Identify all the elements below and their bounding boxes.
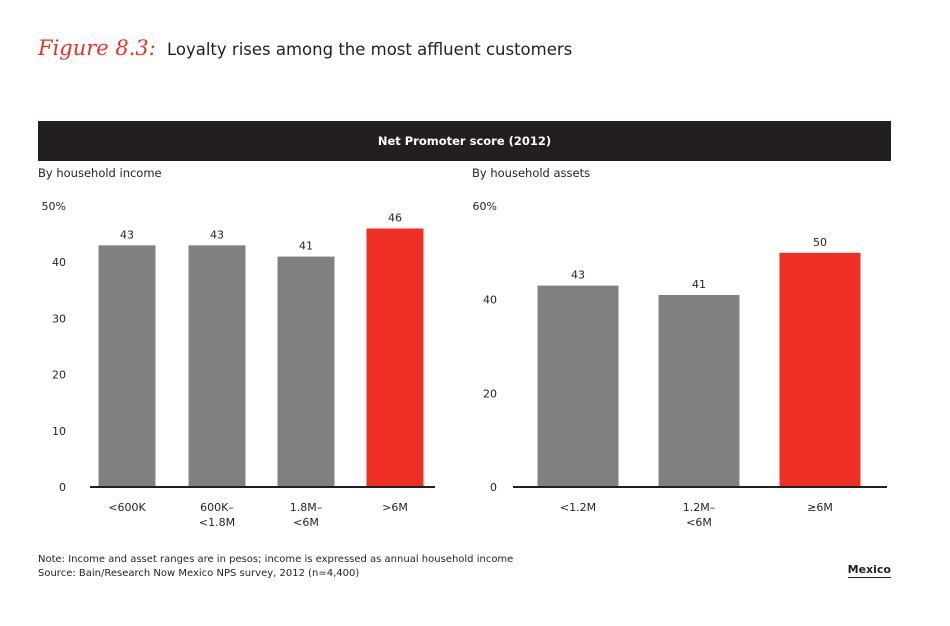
- assets-value-label: 41: [692, 278, 706, 291]
- assets-category-label: ≥6M: [807, 501, 833, 514]
- income-bar: [277, 256, 335, 487]
- figure-heading: Loyalty rises among the most affluent cu…: [166, 40, 573, 59]
- assets-bar: [779, 252, 861, 487]
- income-y-tick-label: 20: [52, 369, 66, 382]
- income-value-label: 41: [299, 240, 313, 253]
- income-category-label: <1.8M: [199, 516, 235, 529]
- income-category-label: <6M: [293, 516, 319, 529]
- income-bar: [366, 228, 424, 488]
- assets-bar: [658, 294, 740, 487]
- income-value-label: 43: [210, 228, 224, 241]
- income-category-label: 1.8M–: [290, 501, 322, 514]
- figure-number: Figure 8.3:: [38, 36, 156, 60]
- income-y-tick-label: 10: [52, 425, 66, 438]
- assets-y-tick-label: 40: [483, 294, 497, 307]
- region-label: Mexico: [847, 563, 891, 578]
- assets-value-label: 43: [571, 269, 585, 282]
- figure-title: Figure 8.3: Loyalty rises among the most…: [38, 36, 572, 60]
- income-y-tick-label: 0: [59, 481, 66, 494]
- income-panel-label: By household income: [38, 166, 162, 180]
- assets-y-tick-label: 0: [490, 481, 497, 494]
- income-bar: [98, 245, 156, 487]
- income-bar: [188, 245, 246, 487]
- assets-bar: [537, 285, 619, 487]
- income-category-label: >6M: [382, 501, 408, 514]
- assets-category-label: 1.2M–: [683, 501, 715, 514]
- assets-category-label: <6M: [686, 516, 712, 529]
- source-text: Source: Bain/Research Now Mexico NPS sur…: [38, 568, 360, 579]
- income-category-label: <600K: [108, 501, 146, 514]
- income-y-tick-label: 50%: [42, 200, 66, 213]
- assets-value-label: 50: [813, 236, 827, 249]
- note-text: Note: Income and asset ranges are in pes…: [38, 554, 514, 565]
- footnotes: Note: Income and asset ranges are in pes…: [38, 553, 513, 581]
- income-category-label: 600K–: [200, 501, 234, 514]
- income-y-tick-label: 40: [52, 256, 66, 269]
- income-y-tick-label: 30: [52, 312, 66, 325]
- assets-category-label: <1.2M: [560, 501, 596, 514]
- assets-panel-label: By household assets: [472, 166, 591, 180]
- assets-y-tick-label: 20: [483, 387, 497, 400]
- income-value-label: 43: [120, 228, 134, 241]
- chart-banner: Net Promoter score (2012): [38, 121, 891, 161]
- assets-y-tick-label: 60%: [473, 200, 497, 213]
- income-value-label: 46: [388, 211, 402, 224]
